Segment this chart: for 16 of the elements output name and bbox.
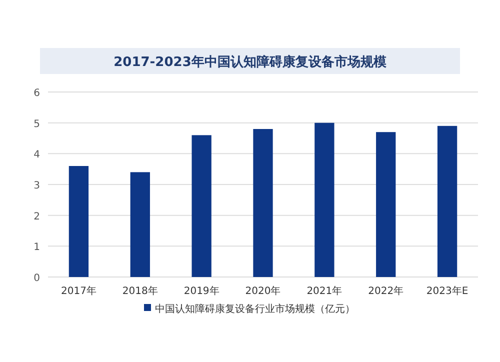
y-tick-label: 4 bbox=[34, 150, 40, 161]
y-tick-label: 1 bbox=[34, 242, 40, 254]
x-tick-label: 2017年 bbox=[60, 285, 96, 297]
x-tick-label: 2018年 bbox=[122, 285, 158, 297]
y-tick-label: 6 bbox=[34, 88, 40, 99]
legend: 中国认知障碍康复设备行业市场规模（亿元） bbox=[144, 304, 355, 315]
x-tick-label: 2021年 bbox=[306, 285, 342, 297]
x-tick-label: 2022年 bbox=[368, 285, 404, 297]
y-tick-label: 3 bbox=[34, 180, 40, 192]
x-tick-label: 2019年 bbox=[184, 285, 220, 297]
y-tick-label: 5 bbox=[34, 118, 40, 130]
x-tick-label: 2023年E bbox=[426, 285, 468, 297]
y-tick-label: 2 bbox=[34, 211, 40, 222]
chart-title: 2017-2023年中国认知障碍康复设备市场规模 bbox=[114, 54, 386, 70]
x-tick-label: 2020年 bbox=[245, 285, 281, 297]
y-tick-label: 0 bbox=[34, 273, 40, 284]
